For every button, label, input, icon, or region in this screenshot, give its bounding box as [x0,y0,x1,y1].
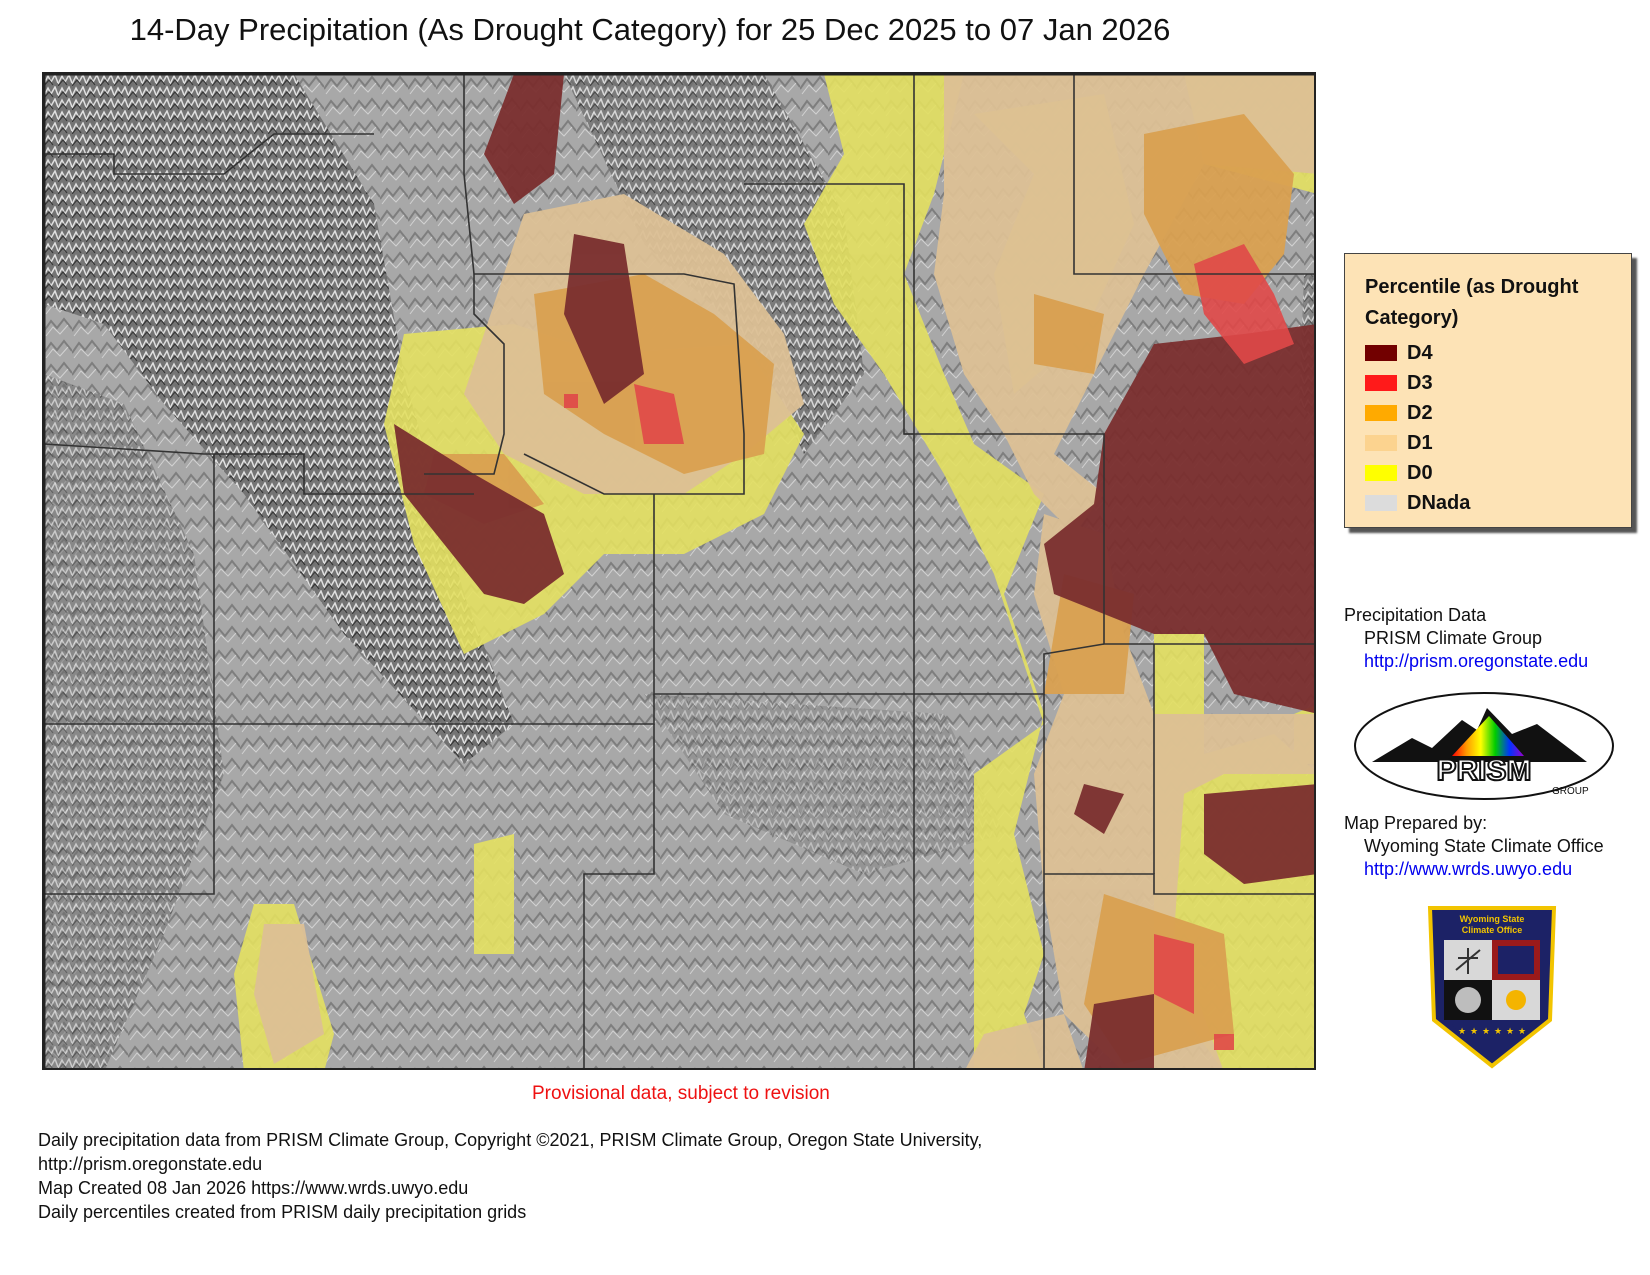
svg-text:★: ★ [1482,1027,1490,1037]
footer-line: Daily percentiles created from PRISM dai… [38,1202,527,1222]
legend-label-d3: D3 [1407,371,1433,394]
terrain-western-ranges [44,74,514,764]
prism-logo-subtext: GROUP [1552,786,1589,797]
data-credit-heading: Precipitation Data [1344,605,1487,625]
legend-title-line1: Percentile (as Drought [1365,276,1579,298]
legend-swatch-d2 [1365,405,1397,421]
legend-item-d2: D2 [1365,398,1611,428]
data-credit: Precipitation Data PRISM Climate Group h… [1344,604,1588,673]
legend-item-dnada: DNada [1365,488,1611,518]
legend-swatch-d3 [1365,375,1397,391]
footer-notes: Daily precipitation data from PRISM Clim… [38,1128,982,1224]
prism-logo: PRISM GROUP [1354,692,1614,800]
legend-title-line2: Category) [1365,307,1459,329]
svg-text:★: ★ [1470,1027,1478,1037]
wrds-link[interactable]: http://www.wrds.uwyo.edu [1364,859,1573,879]
legend-panel: Percentile (as Drought Category) D4 D3 D… [1344,253,1632,528]
map-canvas [44,74,1314,1068]
badge-line1: Wyoming State [1460,914,1525,924]
legend-swatch-d0 [1365,465,1397,481]
legend-swatch-dnada [1365,495,1397,511]
legend-swatch-d1 [1365,435,1397,451]
legend-label-d1: D1 [1407,431,1433,454]
provisional-notice: Provisional data, subject to revision [532,1083,830,1104]
legend-title: Percentile (as Drought Category) [1365,272,1611,334]
legend-item-d1: D1 [1365,428,1611,458]
county-boundaries [44,74,1314,1068]
legend-swatch-d4 [1365,345,1397,361]
prepared-heading: Map Prepared by: [1344,813,1488,833]
prepared-by: Wyoming State Climate Office [1364,836,1604,856]
legend-label-d0: D0 [1407,461,1433,484]
footer-line: Map Created 08 Jan 2026 https://www.wrds… [38,1178,469,1198]
precipitation-map[interactable] [42,72,1316,1070]
legend-label-d2: D2 [1407,401,1433,424]
legend-item-d4: D4 [1365,338,1611,368]
map-title: 14-Day Precipitation (As Drought Categor… [129,12,1171,47]
legend-item-d3: D3 [1365,368,1611,398]
stars-icon: ★ ★ ★ ★ ★ ★ [1458,1027,1526,1037]
footer-line: Daily precipitation data from PRISM Clim… [38,1130,983,1150]
category-d4-areas [394,74,1314,1068]
prism-link[interactable]: http://prism.oregonstate.edu [1364,651,1589,671]
svg-text:★: ★ [1494,1027,1502,1037]
svg-text:★: ★ [1458,1027,1466,1037]
climate-office-badge: Wyoming State Climate Office ★ ★ ★ ★ ★ ★ [1427,906,1557,1069]
legend-item-d0: D0 [1365,458,1611,488]
prism-logo-text: PRISM [1436,754,1531,787]
footer-line: http://prism.oregonstate.edu [38,1154,263,1174]
data-credit-source: PRISM Climate Group [1364,628,1543,648]
legend-label-dnada: DNada [1407,491,1471,514]
prepared-credit: Map Prepared by: Wyoming State Climate O… [1344,812,1604,881]
legend-label-d4: D4 [1407,341,1433,364]
svg-text:★: ★ [1518,1027,1526,1037]
badge-line2: Climate Office [1462,925,1523,935]
svg-text:★: ★ [1506,1027,1514,1037]
